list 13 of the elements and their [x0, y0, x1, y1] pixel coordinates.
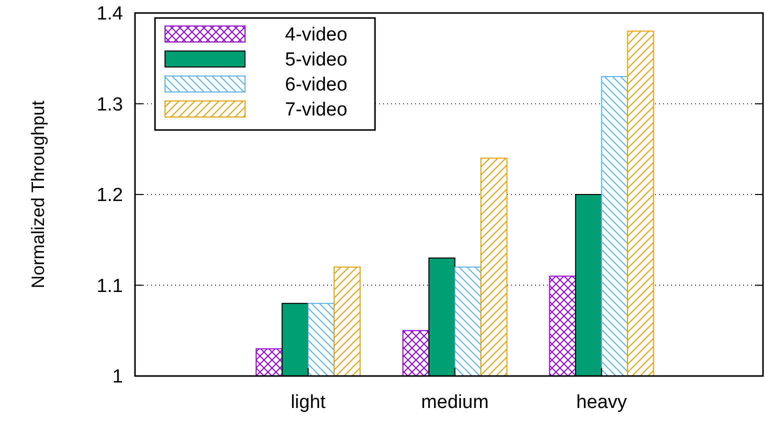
x-tick-label: light — [290, 392, 326, 413]
y-tick-label: 1.2 — [96, 185, 123, 206]
y-axis-title: Normalized Throughput — [28, 100, 48, 288]
y-tick-label: 1.1 — [96, 276, 123, 297]
legend-label: 5-video — [285, 50, 348, 71]
y-tick-label: 1 — [112, 366, 123, 388]
x-tick-label: medium — [421, 392, 489, 413]
legend-label: 7-video — [285, 100, 348, 121]
y-tick-label: 1.4 — [96, 4, 124, 25]
y-tick-label: 1.3 — [96, 94, 123, 116]
legend-label: 4-video — [285, 24, 348, 46]
x-tick-label: heavy — [576, 392, 628, 413]
legend-label: 6-video — [285, 74, 348, 96]
